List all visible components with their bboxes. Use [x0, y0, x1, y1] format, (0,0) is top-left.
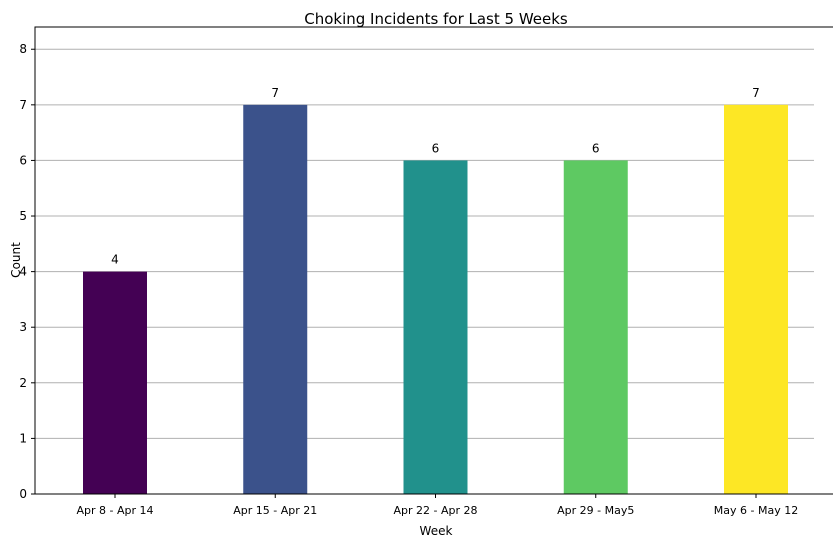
x-axis-label: Week [420, 524, 453, 538]
y-tick-label: 1 [19, 431, 27, 445]
x-tick-label: May 6 - May 12 [714, 504, 798, 517]
y-tick-label: 2 [19, 376, 27, 390]
y-tick-label: 5 [19, 209, 27, 223]
x-tick-label: Apr 22 - Apr 28 [393, 504, 477, 517]
x-tick-label: Apr 15 - Apr 21 [233, 504, 317, 517]
bar-2 [243, 104, 308, 494]
x-tick-label: Apr 8 - Apr 14 [76, 504, 153, 517]
y-tick-label: 7 [19, 98, 27, 112]
bar-value-label: 6 [592, 141, 600, 155]
bar-4 [563, 160, 628, 494]
bars [83, 104, 788, 494]
bar-value-label: 7 [271, 86, 279, 100]
y-tick-label: 0 [19, 487, 27, 501]
y-axis-ticks: 0 1 2 3 4 5 6 7 8 [19, 42, 35, 501]
y-tick-label: 4 [19, 265, 27, 279]
bar-value-label: 7 [752, 86, 760, 100]
y-tick-label: 6 [19, 153, 27, 167]
y-axis-label: Count [9, 242, 23, 278]
x-tick-label: Apr 29 - May5 [557, 504, 634, 517]
bar-value-label: 6 [432, 141, 440, 155]
bar-1 [83, 271, 147, 494]
x-axis-ticks: Apr 8 - Apr 14 Apr 15 - Apr 21 Apr 22 - Ap… [76, 494, 798, 517]
chart-title: Choking Incidents for Last 5 Weeks [304, 10, 568, 28]
y-tick-label: 8 [19, 42, 27, 56]
data-labels: 4 7 6 6 7 [111, 86, 760, 267]
y-tick-label: 3 [19, 320, 27, 334]
bar-5 [724, 104, 788, 494]
bar-value-label: 4 [111, 253, 119, 267]
bar-3 [403, 160, 468, 494]
